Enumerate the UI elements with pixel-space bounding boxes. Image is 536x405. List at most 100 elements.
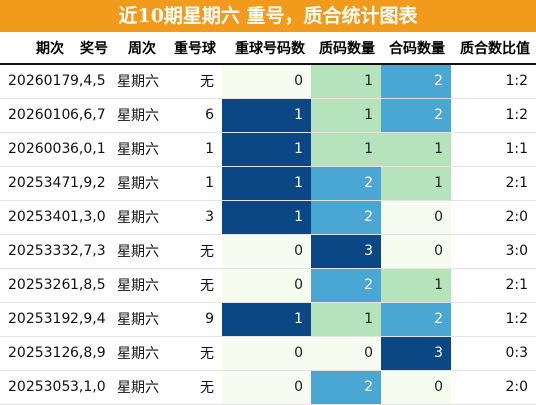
ratio-cell: 1:1 — [505, 141, 528, 157]
composite-count-cell: 0 — [381, 200, 451, 234]
composite-count-cell: 3 — [381, 336, 451, 370]
table-row: 2026003 6,0,1 星期六 1 1 1 1 1:1 — [0, 132, 536, 166]
header-ratio: 质合数比值 — [451, 32, 536, 65]
header-issue: 期次 — [0, 32, 70, 65]
header-composite-count: 合码数量 — [381, 32, 451, 65]
composite-count-cell: 1 — [381, 166, 451, 200]
header-weekday: 周次 — [114, 32, 162, 65]
repeat-ball-cell: 1 — [205, 175, 214, 191]
prime-count-cell: 1 — [311, 302, 381, 336]
issue-cell: 2025340 — [8, 209, 70, 225]
ratio-cell: 2:1 — [505, 175, 528, 191]
composite-count-cell: 2 — [381, 64, 451, 98]
repeat-count-cell: 1 — [222, 132, 311, 166]
header-numbers: 奖号 — [70, 32, 114, 65]
repeat-count-cell: 1 — [222, 98, 311, 132]
weekday-cell: 星期六 — [117, 244, 159, 260]
table-row: 2026010 6,6,7 星期六 6 1 1 2 1:2 — [0, 98, 536, 132]
repeat-count-cell: 0 — [222, 268, 311, 302]
weekday-cell: 星期六 — [117, 380, 159, 396]
weekday-cell: 星期六 — [117, 210, 159, 226]
ratio-cell: 1:2 — [505, 107, 528, 123]
issue-cell: 2026017 — [8, 73, 70, 90]
repeat-count-cell: 1 — [222, 302, 311, 336]
composite-count-cell: 0 — [381, 370, 451, 404]
weekday-cell: 星期六 — [117, 278, 159, 294]
numbers-cell: 6,0,1 — [70, 141, 106, 157]
table-row: 2025333 2,7,3 星期六无 0 3 0 3:0 — [0, 234, 536, 268]
table-row: 2025347 1,9,2 星期六 1 1 2 1 2:1 — [0, 166, 536, 200]
prime-count-cell: 2 — [311, 200, 381, 234]
prime-count-cell: 1 — [311, 98, 381, 132]
header-row: 期次 奖号 周次 重号球 重球号码数 质码数量 合码数量 质合数比值 — [0, 32, 536, 65]
numbers-cell: 1,3,0 — [70, 209, 106, 225]
numbers-cell: 6,6,7 — [70, 107, 106, 123]
header-prime-count: 质码数量 — [311, 32, 381, 65]
composite-count-cell: 1 — [381, 132, 451, 166]
weekday-cell: 星期六 — [117, 142, 159, 158]
table-row: 2026017 9,4,5 星期六 无 0 1 2 1:2 — [0, 64, 536, 98]
repeat-ball-cell: 无 — [200, 74, 214, 91]
issue-cell: 2025305 — [8, 379, 70, 395]
header-repeat-ball: 重号球 — [162, 32, 222, 65]
table-row: 2025312 6,8,9 星期六无 0 0 3 0:3 — [0, 336, 536, 370]
repeat-count-cell: 0 — [222, 64, 311, 98]
prime-count-cell: 2 — [311, 268, 381, 302]
issue-cell: 2025312 — [8, 345, 70, 361]
numbers-cell: 6,8,9 — [70, 345, 106, 361]
repeat-ball-cell: 9 — [205, 311, 214, 327]
repeat-ball-cell: 3 — [205, 209, 214, 225]
prime-count-cell: 2 — [311, 370, 381, 404]
ratio-cell: 1:2 — [505, 311, 528, 327]
repeat-count-cell: 0 — [222, 370, 311, 404]
prime-count-cell: 2 — [311, 166, 381, 200]
issue-cell: 2025319 — [8, 311, 70, 327]
table-row: 2025305 3,1,0 星期六无 0 2 0 2:0 — [0, 370, 536, 404]
composite-count-cell: 1 — [381, 268, 451, 302]
ratio-cell: 0:3 — [505, 345, 528, 361]
prime-count-cell: 0 — [311, 336, 381, 370]
chart-title: 近10期星期六 重号，质合统计图表 — [0, 0, 536, 32]
repeat-ball-cell: 无 — [200, 244, 214, 260]
repeat-ball-cell: 6 — [205, 107, 214, 123]
numbers-cell: 2,9,4 — [70, 311, 106, 327]
stats-table: 期次 奖号 周次 重号球 重球号码数 质码数量 合码数量 质合数比值 20260… — [0, 32, 536, 405]
ratio-cell: 2:0 — [505, 379, 528, 395]
issue-cell: 2025326 — [8, 277, 70, 293]
composite-count-cell: 2 — [381, 302, 451, 336]
repeat-ball-cell: 1 — [205, 141, 214, 157]
table-body: 2026017 9,4,5 星期六无 0 1 2 1:2 2026010 6,6,7 星期六 6 1 1… — [0, 64, 536, 404]
weekday-cell: 星期六 — [117, 346, 159, 362]
weekday-cell: 星期六 — [117, 74, 159, 91]
numbers-cell: 3,1,0 — [70, 379, 106, 395]
ratio-cell: 1:2 — [505, 73, 528, 90]
prime-count-cell: 1 — [311, 64, 381, 98]
repeat-count-cell: 0 — [222, 234, 311, 268]
repeat-count-cell: 0 — [222, 336, 311, 370]
issue-cell: 2026010 — [8, 107, 70, 123]
table-row: 2025319 2,9,4 星期六 9 1 1 2 1:2 — [0, 302, 536, 336]
repeat-count-cell: 1 — [222, 166, 311, 200]
composite-count-cell: 0 — [381, 234, 451, 268]
composite-count-cell: 2 — [381, 98, 451, 132]
weekday-cell: 星期六 — [117, 176, 159, 192]
issue-cell: 2025333 — [8, 243, 70, 259]
ratio-cell: 2:0 — [505, 209, 528, 225]
repeat-count-cell: 1 — [222, 200, 311, 234]
prime-count-cell: 3 — [311, 234, 381, 268]
prime-count-cell: 1 — [311, 132, 381, 166]
table-row: 2025326 1,8,5 星期六 无 0 2 1 2:1 — [0, 268, 536, 302]
table-row: 2025340 1,3,0 星期六 3 1 2 0 2:0 — [0, 200, 536, 234]
weekday-cell: 星期六 — [117, 108, 159, 124]
ratio-cell: 2:1 — [505, 277, 528, 293]
issue-cell: 2026003 — [8, 141, 70, 157]
numbers-cell: 2,7,3 — [70, 243, 106, 259]
numbers-cell: 9,4,5 — [70, 73, 106, 90]
numbers-cell: 1,8,5 — [70, 277, 106, 293]
repeat-ball-cell: 无 — [200, 346, 214, 362]
issue-cell: 2025347 — [8, 175, 70, 191]
weekday-cell: 星期六 — [117, 312, 159, 328]
repeat-ball-cell: 无 — [200, 380, 214, 396]
ratio-cell: 3:0 — [505, 243, 528, 259]
